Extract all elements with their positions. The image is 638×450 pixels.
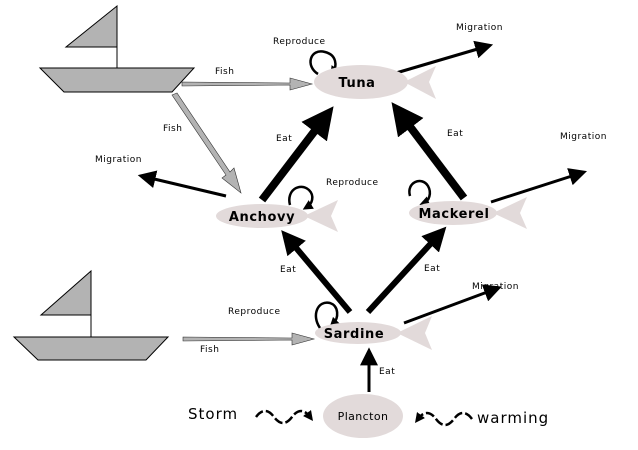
boat-top-icon bbox=[38, 4, 196, 93]
reproduce-loop-mackerel bbox=[408, 179, 432, 206]
migration-arrow-anchovy bbox=[137, 170, 227, 198]
species-label-sardine: Sardine bbox=[324, 327, 385, 342]
label-eat-mackerel-tuna: Eat bbox=[447, 129, 463, 139]
reproduce-loop-anchovy bbox=[288, 185, 314, 210]
fishing-arrow-top-to-anchovy bbox=[171, 92, 242, 194]
reproduce-loop-tuna bbox=[309, 50, 340, 77]
label-fish-top-tuna: Fish bbox=[215, 67, 234, 77]
label-reproduce-tuna: Reproduce bbox=[273, 37, 326, 47]
label-reproduce-sardine: Reproduce bbox=[228, 307, 281, 317]
species-label-anchovy: Anchovy bbox=[229, 210, 295, 225]
eat-arrow-sardine-to-anchovy bbox=[281, 230, 353, 314]
label-migration-sardine: Migration bbox=[472, 282, 519, 292]
eat-arrow-anchovy-to-tuna bbox=[258, 106, 334, 203]
fishing-arrow-top-to-tuna bbox=[181, 77, 314, 91]
species-label-plancton: Plancton bbox=[338, 410, 389, 423]
plancton-node: Plancton bbox=[323, 394, 403, 438]
fish-node-anchovy: Anchovy bbox=[216, 200, 338, 232]
label-migration-mackerel: Migration bbox=[560, 132, 607, 142]
species-label-tuna: Tuna bbox=[338, 76, 375, 91]
label-eat-sardine-anchovy: Eat bbox=[280, 265, 296, 275]
reproduce-loop-sardine bbox=[314, 301, 341, 329]
label-fish-top-anchovy: Fish bbox=[163, 124, 182, 134]
factor-label-storm: Storm bbox=[188, 405, 238, 423]
species-label-mackerel: Mackerel bbox=[418, 207, 489, 222]
wavy-arrow-warming bbox=[414, 411, 473, 427]
label-eat-anchovy-tuna: Eat bbox=[276, 134, 292, 144]
label-reproduce-anchovy: Reproduce bbox=[326, 178, 379, 188]
eat-arrow-mackerel-to-tuna bbox=[391, 102, 468, 201]
fish-node-tuna: Tuna bbox=[314, 65, 436, 99]
migration-arrow-sardine bbox=[403, 284, 502, 325]
migration-arrow-mackerel bbox=[490, 168, 587, 204]
label-migration-tuna: Migration bbox=[456, 23, 503, 33]
label-migration-anchovy: Migration bbox=[95, 155, 142, 165]
wavy-arrow-storm bbox=[255, 409, 314, 425]
fish-node-mackerel: Mackerel bbox=[409, 197, 527, 229]
label-eat-sardine-mackerel: Eat bbox=[424, 264, 440, 274]
boat-bottom-icon bbox=[12, 269, 170, 361]
fishing-arrow-bottom-to-sardine bbox=[182, 332, 316, 346]
label-eat-plancton-sardine: Eat bbox=[379, 367, 395, 377]
eat-arrow-sardine-to-mackerel bbox=[365, 226, 447, 315]
migration-arrow-tuna bbox=[395, 40, 494, 75]
label-fish-bottom-sardine: Fish bbox=[200, 345, 219, 355]
fish-node-sardine: Sardine bbox=[315, 316, 432, 350]
factor-label-warming: warming bbox=[477, 409, 549, 427]
